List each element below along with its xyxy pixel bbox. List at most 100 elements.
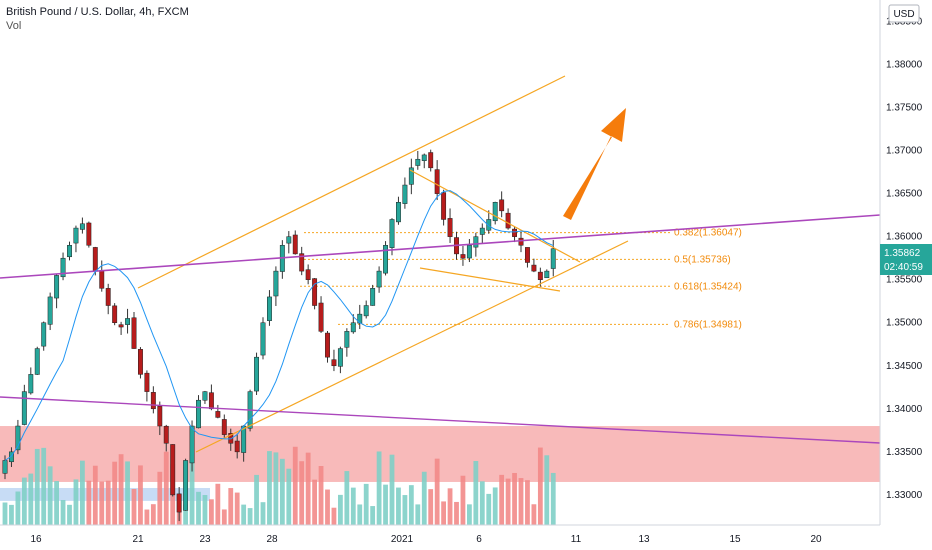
candle-body[interactable]: [473, 236, 479, 248]
candle-body[interactable]: [518, 237, 524, 246]
candle-body[interactable]: [170, 444, 176, 496]
candle-body[interactable]: [492, 202, 498, 222]
wedge-top-line[interactable]: [409, 169, 581, 263]
candle-body[interactable]: [67, 245, 72, 258]
candle-body[interactable]: [125, 318, 130, 325]
candle-body[interactable]: [131, 317, 137, 349]
candle-body[interactable]: [512, 228, 517, 237]
candle-body[interactable]: [99, 270, 105, 289]
candle-body[interactable]: [428, 152, 434, 169]
candle-body[interactable]: [544, 270, 550, 279]
candle-body[interactable]: [318, 302, 324, 332]
volume-bar: [15, 491, 21, 525]
candle-body[interactable]: [196, 399, 201, 429]
candle-body[interactable]: [228, 433, 234, 444]
candle-body[interactable]: [73, 227, 79, 244]
candle-body[interactable]: [531, 264, 537, 272]
candle-body[interactable]: [163, 425, 169, 444]
candle-body[interactable]: [28, 374, 34, 394]
candle-body[interactable]: [415, 158, 421, 166]
volume-bar: [408, 485, 414, 525]
candle-body[interactable]: [505, 212, 511, 229]
candle-body[interactable]: [537, 271, 543, 280]
chart-title[interactable]: British Pound / U.S. Dollar, 4h, FXCM: [6, 6, 189, 18]
candle-body[interactable]: [221, 419, 227, 435]
purple-support-line[interactable]: [0, 396, 881, 444]
candle-body[interactable]: [273, 270, 279, 297]
candle-body[interactable]: [157, 406, 163, 427]
candle-body[interactable]: [21, 391, 27, 425]
candle-body[interactable]: [331, 359, 337, 367]
candle-body[interactable]: [370, 288, 376, 306]
candle-body[interactable]: [325, 332, 330, 358]
lower-channel-line[interactable]: [195, 240, 629, 453]
candle-body[interactable]: [41, 322, 47, 347]
candle-body[interactable]: [396, 202, 401, 223]
candle-body[interactable]: [9, 451, 14, 463]
upper-channel-line[interactable]: [137, 75, 566, 289]
candle-body[interactable]: [144, 372, 150, 392]
candle-body[interactable]: [15, 425, 21, 451]
price-tick-label: 1.35000: [886, 318, 923, 329]
candle-body[interactable]: [215, 411, 221, 418]
candle-body[interactable]: [286, 236, 292, 244]
candle-body[interactable]: [34, 348, 40, 375]
candle-body[interactable]: [112, 305, 118, 323]
indicator-label[interactable]: Vol: [6, 20, 22, 32]
candle-body[interactable]: [421, 154, 427, 161]
candle-body[interactable]: [441, 192, 447, 220]
candle-body[interactable]: [550, 248, 556, 269]
candle-body[interactable]: [183, 460, 189, 511]
candle-body[interactable]: [267, 296, 272, 321]
candle-body[interactable]: [337, 348, 343, 367]
bullish-arrow[interactable]: [563, 108, 626, 220]
candle-body[interactable]: [60, 257, 66, 278]
candle-body[interactable]: [305, 269, 311, 280]
candle-body[interactable]: [86, 222, 92, 246]
candle-body[interactable]: [208, 392, 214, 410]
candle-body[interactable]: [312, 278, 318, 306]
candle-body[interactable]: [299, 253, 305, 272]
candle-body[interactable]: [402, 184, 408, 204]
candle-body[interactable]: [350, 322, 356, 333]
candle-body[interactable]: [525, 247, 530, 263]
candle-body[interactable]: [202, 391, 208, 401]
volume-bar: [486, 493, 492, 525]
currency-button[interactable]: USD: [888, 4, 920, 23]
candle-body[interactable]: [499, 199, 505, 212]
candle-body[interactable]: [176, 493, 182, 513]
candle-body[interactable]: [47, 296, 53, 325]
candle-body[interactable]: [460, 254, 466, 259]
purple-resistance-line[interactable]: [0, 214, 881, 279]
wedge-bottom-line[interactable]: [419, 267, 561, 292]
candle-body[interactable]: [479, 227, 485, 235]
candle-body[interactable]: [466, 245, 472, 259]
volume-bar: [441, 501, 446, 525]
candle-body[interactable]: [54, 275, 60, 299]
candle-body[interactable]: [260, 322, 266, 356]
candle-body[interactable]: [79, 223, 85, 230]
candle-body[interactable]: [383, 245, 389, 274]
candle-body[interactable]: [118, 324, 124, 328]
candle-body[interactable]: [434, 169, 440, 194]
volume-bar: [150, 504, 156, 525]
candle-body[interactable]: [389, 219, 395, 248]
candle-body[interactable]: [105, 288, 111, 306]
candle-body[interactable]: [292, 234, 298, 255]
candle-body[interactable]: [344, 331, 350, 348]
candle-body[interactable]: [150, 392, 156, 410]
demand-zone[interactable]: [0, 426, 880, 482]
candle-body[interactable]: [138, 349, 143, 375]
candle-body[interactable]: [447, 218, 453, 237]
candle-body[interactable]: [2, 460, 8, 474]
candle-body[interactable]: [376, 270, 382, 288]
candle-body[interactable]: [254, 356, 260, 392]
candle-body[interactable]: [363, 305, 369, 317]
candle-body[interactable]: [234, 440, 240, 453]
candle-body[interactable]: [92, 247, 98, 272]
candle-body[interactable]: [189, 425, 195, 464]
time-axis[interactable]: 16 21 23 28 2021 6 11 13 15 20: [0, 524, 880, 545]
candle-body[interactable]: [408, 167, 414, 185]
candle-body[interactable]: [486, 219, 492, 231]
